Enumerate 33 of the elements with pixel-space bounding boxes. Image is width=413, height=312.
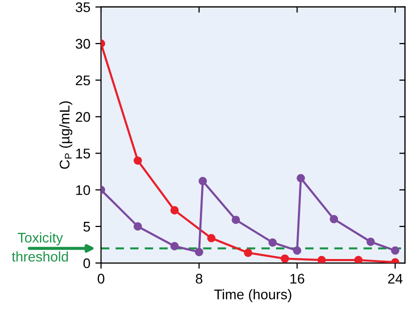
y-tick-label: 5 [83, 222, 90, 232]
x-axis-title: Time (hours) [214, 289, 292, 302]
x-tick-label: 8 [196, 274, 202, 284]
ref-line-label: Toxicity threshold [12, 232, 68, 262]
y-tick-label: 15 [76, 148, 90, 158]
point [296, 174, 305, 182]
point [170, 206, 179, 215]
y-tick-label: 0 [83, 258, 90, 268]
point [330, 214, 338, 224]
point [244, 248, 252, 257]
y-tick-label: 35 [76, 2, 90, 12]
point [170, 242, 179, 250]
point [198, 176, 207, 186]
point [134, 156, 142, 165]
point [391, 246, 400, 255]
y-tick-label: 25 [76, 75, 90, 86]
point [317, 256, 326, 264]
point [194, 248, 204, 256]
point [134, 222, 142, 231]
point [354, 256, 363, 264]
y-tick-label: 10 [76, 185, 90, 196]
point [207, 234, 216, 242]
y-axis-title: C$_{P}$ (µg/mL) [59, 101, 72, 169]
x-tick-label: 16 [290, 274, 304, 284]
y-tick-label: 20 [76, 112, 90, 122]
point [268, 238, 277, 247]
y-tick-label: 30 [76, 38, 90, 49]
point [366, 238, 375, 246]
point [232, 216, 240, 224]
point [292, 246, 302, 255]
x-tick-label: 24 [388, 274, 402, 284]
x-tick-label: 0 [98, 274, 104, 284]
point [280, 254, 290, 263]
